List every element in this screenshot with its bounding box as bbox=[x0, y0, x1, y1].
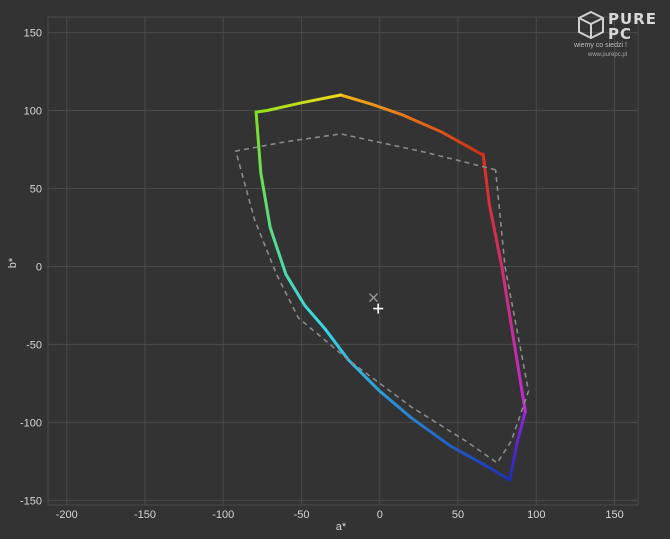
series-layer bbox=[234, 93, 530, 482]
markers-layer bbox=[369, 293, 384, 314]
y-tick-labels: 150 100 50 0 -50 -100 -150 bbox=[20, 28, 42, 508]
white-point-x-marker bbox=[369, 293, 379, 303]
measured-gamut-segment bbox=[508, 410, 527, 482]
y-tick-label: -150 bbox=[20, 495, 42, 507]
y-tick-label: 0 bbox=[36, 261, 42, 273]
x-tick-label: -50 bbox=[294, 509, 310, 521]
x-tick-label: 0 bbox=[377, 509, 383, 521]
measured-gamut-segment bbox=[254, 110, 327, 331]
x-tick-label: 50 bbox=[452, 509, 464, 521]
marker-stroke bbox=[369, 293, 379, 303]
grid-lines bbox=[48, 17, 638, 505]
x-tick-label: -200 bbox=[56, 509, 78, 521]
purepc-logo: PURE PC wiemy co siedzi ! www.purepc.pl bbox=[574, 10, 658, 60]
x-tick-label: 100 bbox=[527, 509, 545, 521]
cube-icon bbox=[578, 10, 604, 40]
y-tick-label: 100 bbox=[24, 106, 42, 118]
y-tick-label: 50 bbox=[30, 184, 42, 196]
measured-gamut-segment bbox=[481, 152, 527, 413]
plot-area bbox=[47, 16, 639, 506]
x-tick-label: -150 bbox=[134, 509, 156, 521]
measured-gamut-segment bbox=[339, 93, 483, 156]
measured-gamut-segment bbox=[323, 327, 512, 482]
y-axis-label: b* bbox=[7, 257, 19, 268]
logo-brand: PURE PC bbox=[608, 10, 657, 43]
y-tick-label: 150 bbox=[24, 28, 42, 40]
logo-tagline: wiemy co siedzi ! bbox=[574, 42, 627, 49]
y-tick-label: -50 bbox=[26, 339, 42, 351]
x-tick-labels: -200 -150 -100 -50 0 50 100 150 bbox=[56, 509, 624, 521]
y-tick-label: -100 bbox=[20, 417, 42, 429]
measured-gamut-segment bbox=[254, 93, 343, 114]
x-tick-label: -100 bbox=[212, 509, 234, 521]
x-tick-label: 150 bbox=[605, 509, 623, 521]
white-point-plus-marker bbox=[373, 303, 384, 314]
logo-site: www.purepc.pl bbox=[588, 52, 628, 58]
reference-gamut-line bbox=[234, 133, 530, 465]
x-axis-label: a* bbox=[336, 521, 347, 533]
